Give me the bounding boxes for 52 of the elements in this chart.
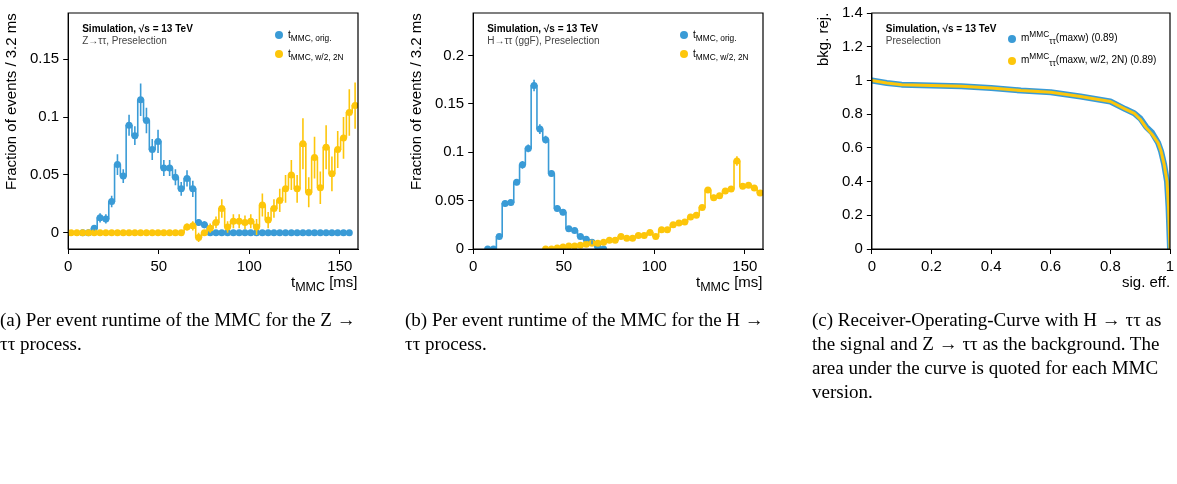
x-tick-label: 0 xyxy=(64,257,73,275)
y-axis-title: Fraction of events / 3.2 ms xyxy=(2,13,19,190)
y-tick-label: 0.6 xyxy=(841,138,863,155)
text: (b) Per event runtime of the MMC for the H → ττ process. xyxy=(405,308,765,356)
legend-label: t$_{MMC, orig.}$ xyxy=(287,28,333,45)
x-tick-label: 0.2 xyxy=(921,257,942,275)
text: (c) Receiver-Operating-Curve with H → ττ as the signal and Z → ττ as the background. The area under the curve is quoted for each MMC version. xyxy=(812,308,1163,404)
y-tick-label: 0.05 xyxy=(434,190,465,208)
x-axis-title: t$_{MMC}$ [ms] xyxy=(291,273,358,294)
y-tick-label: 0.15 xyxy=(29,49,60,67)
y-tick-label: 0 xyxy=(455,239,465,257)
text: (a) Per event runtime of the MMC for the Z → ττ process. xyxy=(0,308,357,356)
legend-label: m$^{MMC}$$_{ττ}$(maxw) (0.89) xyxy=(1020,28,1119,49)
y-tick-label: 0.4 xyxy=(841,171,863,189)
annotation: Simulation, √s = 13 TeV xyxy=(487,23,599,35)
x-tick-label: 0.8 xyxy=(1099,257,1121,275)
y-tick-label: 0.2 xyxy=(443,45,465,63)
x-axis-title: t$_{MMC}$ [ms] xyxy=(696,273,763,294)
y-tick-label: 0.1 xyxy=(38,107,60,125)
x-tick-label: 1 xyxy=(1165,257,1175,275)
legend-label: t$_{MMC, w/2, 2N}$ xyxy=(287,47,344,64)
y-tick-label: 0.2 xyxy=(841,205,863,223)
y-axis-title: Fraction of events / 3.2 ms xyxy=(407,13,424,190)
x-tick-label: 100 xyxy=(236,257,262,275)
x-axis-title: sig. eff. xyxy=(1122,273,1171,290)
y-tick-label: 0 xyxy=(854,239,863,257)
y-tick-label: 0.8 xyxy=(841,104,863,122)
x-tick-label: 0.4 xyxy=(980,257,1002,275)
x-tick-label: 100 xyxy=(641,257,667,275)
legend-label: t$_{MMC, orig.}$ xyxy=(692,28,738,45)
annotation: Simulation, √s = 13 TeV xyxy=(885,23,997,35)
x-tick-label: 50 xyxy=(150,257,168,275)
annotation: Simulation, √s = 13 TeV xyxy=(82,23,193,35)
y-tick-label: 1.2 xyxy=(841,36,863,54)
y-tick-label: 0.15 xyxy=(434,94,465,112)
legend-label: t$_{MMC, w/2, 2N}$ xyxy=(692,47,749,64)
legend-label: m$^{MMC}$$_{ττ}$(maxw, w/2, 2N) (0.89) xyxy=(1020,50,1157,71)
y-tick-label: 0.05 xyxy=(29,165,60,183)
x-tick-label: 150 xyxy=(732,257,758,275)
x-tick-label: 0 xyxy=(867,257,877,275)
annotation: Z→ττ, Preselection xyxy=(82,35,168,47)
y-tick-label: 1.4 xyxy=(841,3,863,21)
annotation: Preselection xyxy=(885,35,942,47)
x-tick-label: 0.6 xyxy=(1040,257,1062,275)
y-tick-label: 1 xyxy=(854,70,863,88)
x-tick-label: 0 xyxy=(469,257,478,275)
y-axis-title: bkg. rej. xyxy=(814,12,831,66)
x-tick-label: 50 xyxy=(555,257,573,275)
y-tick-label: 0 xyxy=(50,222,60,240)
y-tick-label: 0.1 xyxy=(443,142,465,160)
x-tick-label: 150 xyxy=(327,257,353,275)
annotation: H→ττ (ggF), Preselection xyxy=(487,35,600,47)
